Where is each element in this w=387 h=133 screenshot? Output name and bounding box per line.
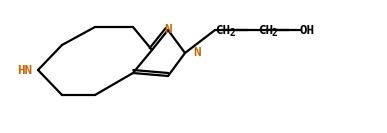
Text: CH: CH [215, 24, 230, 36]
Text: N: N [164, 23, 172, 36]
Text: HN: HN [17, 63, 32, 76]
Text: OH: OH [300, 24, 315, 36]
Text: N: N [193, 47, 200, 59]
Text: CH: CH [258, 24, 273, 36]
Text: 2: 2 [229, 28, 235, 38]
Text: 2: 2 [272, 28, 278, 38]
